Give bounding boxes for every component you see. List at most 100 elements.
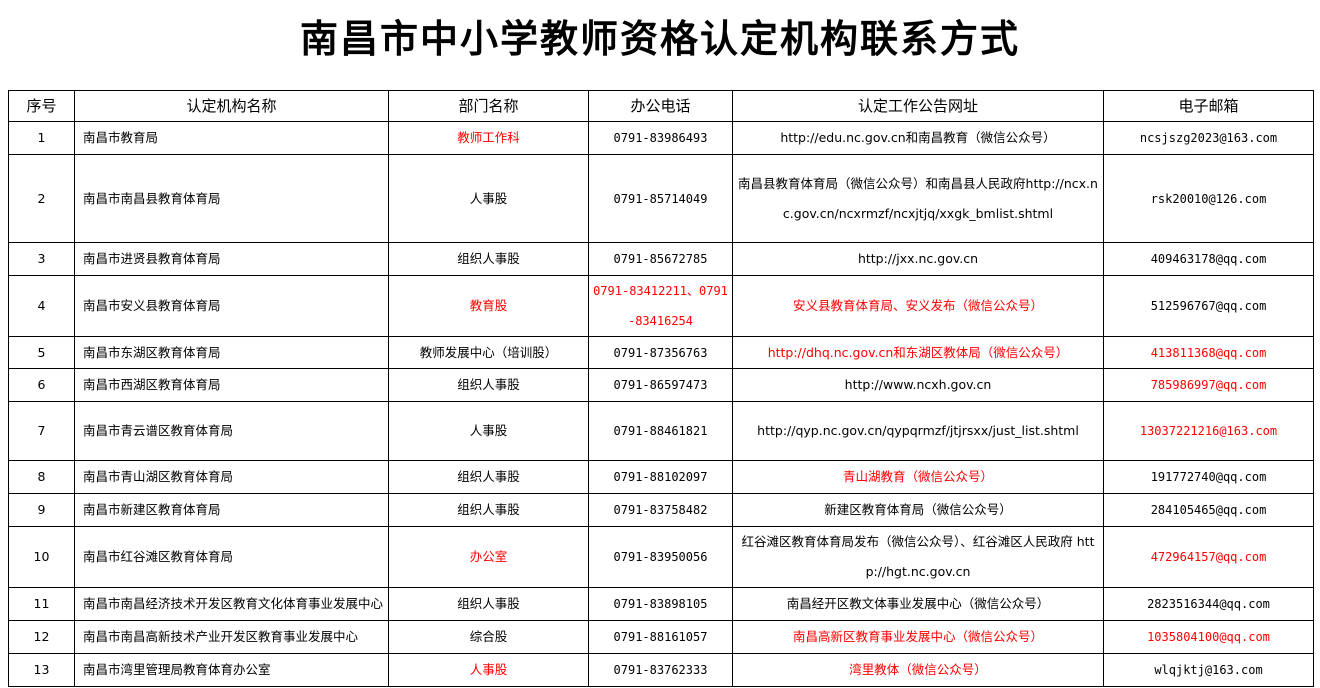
cell-url[interactable]: 南昌县教育体育局（微信公众号）和南昌县人民政府http://ncx.nc.gov… bbox=[732, 154, 1104, 243]
cell-phone: 0791-83762333 bbox=[588, 653, 733, 687]
cell-phone: 0791-86597473 bbox=[588, 368, 733, 402]
page-title: 南昌市中小学教师资格认定机构联系方式 bbox=[299, 16, 1020, 61]
cell-email: 191772740@qq.com bbox=[1103, 460, 1314, 494]
table-row: 11 南昌市南昌经济技术开发区教育文化体育事业发展中心 组织人事股 0791-8389… bbox=[8, 587, 1314, 621]
cell-dept: 组织人事股 bbox=[388, 242, 589, 276]
table-row: 4 南昌市安义县教育体育局 教育股 0791-83412211、0791-834162… bbox=[8, 275, 1314, 337]
cell-email: 2823516344@qq.com bbox=[1103, 587, 1314, 621]
cell-no: 6 bbox=[8, 368, 75, 402]
cell-dept: 组织人事股 bbox=[388, 493, 589, 527]
cell-url[interactable]: http://jxx.nc.gov.cn bbox=[732, 242, 1104, 276]
cell-phone: 0791-87356763 bbox=[588, 336, 733, 369]
cell-phone: 0791-88461821 bbox=[588, 401, 733, 461]
cell-url[interactable]: http://edu.nc.gov.cn和南昌教育（微信公众号） bbox=[732, 121, 1104, 155]
cell-email: 1035804100@qq.com bbox=[1103, 620, 1314, 654]
header-email: 电子邮箱 bbox=[1103, 90, 1314, 122]
table-row: 12 南昌市南昌高新技术产业开发区教育事业发展中心 综合股 0791-88161057… bbox=[8, 620, 1314, 654]
cell-no: 7 bbox=[8, 401, 75, 461]
cell-phone: 0791-85714049 bbox=[588, 154, 733, 243]
cell-email: 512596767@qq.com bbox=[1103, 275, 1314, 337]
table-row: 2 南昌市南昌县教育体育局 人事股 0791-85714049 南昌县教育体育局（微信公… bbox=[8, 154, 1314, 243]
header-url: 认定工作公告网址 bbox=[732, 90, 1104, 122]
cell-email: rsk20010@126.com bbox=[1103, 154, 1314, 243]
cell-url: 南昌高新区教育事业发展中心（微信公众号） bbox=[732, 620, 1104, 654]
cell-email: 472964157@qq.com bbox=[1103, 526, 1314, 588]
table-row: 1 南昌市教育局 教师工作科 0791-83986493 http://edu.nc.g… bbox=[8, 121, 1314, 155]
cell-url: 青山湖教育（微信公众号） bbox=[732, 460, 1104, 494]
table-row: 6 南昌市西湖区教育体育局 组织人事股 0791-86597473 http://www… bbox=[8, 368, 1314, 402]
cell-name: 南昌市东湖区教育体育局 bbox=[74, 336, 389, 369]
cell-no: 4 bbox=[8, 275, 75, 337]
header-row: 序号 认定机构名称 部门名称 办公电话 认定工作公告网址 电子邮箱 bbox=[8, 90, 1314, 122]
contact-table: 序号 认定机构名称 部门名称 办公电话 认定工作公告网址 电子邮箱 1 南昌市教育… bbox=[8, 90, 1314, 687]
table-row: 10 南昌市红谷滩区教育体育局 办公室 0791-83950056 红谷滩区教育体育局发… bbox=[8, 526, 1314, 588]
cell-dept: 组织人事股 bbox=[388, 460, 589, 494]
cell-url: 新建区教育体育局（微信公众号） bbox=[732, 493, 1104, 527]
table-row: 13 南昌市湾里管理局教育体育办公室 人事股 0791-83762333 湾里教体（微信… bbox=[8, 653, 1314, 687]
cell-phone: 0791-83898105 bbox=[588, 587, 733, 621]
cell-url[interactable]: http://www.ncxh.gov.cn bbox=[732, 368, 1104, 402]
cell-email: wlqjktj@163.com bbox=[1103, 653, 1314, 687]
cell-url[interactable]: 红谷滩区教育体育局发布（微信公众号）、红谷滩区人民政府 http://hgt.n… bbox=[732, 526, 1104, 588]
cell-url: 安义县教育体育局、安义发布（微信公众号） bbox=[732, 275, 1104, 337]
cell-no: 3 bbox=[8, 242, 75, 276]
cell-name: 南昌市新建区教育体育局 bbox=[74, 493, 389, 527]
cell-no: 1 bbox=[8, 121, 75, 155]
header-dept: 部门名称 bbox=[388, 90, 589, 122]
cell-email: 785986997@qq.com bbox=[1103, 368, 1314, 402]
header-phone: 办公电话 bbox=[588, 90, 733, 122]
cell-name: 南昌市青云谱区教育体育局 bbox=[74, 401, 389, 461]
cell-email: 13037221216@163.com bbox=[1103, 401, 1314, 461]
cell-url: 南昌经开区教文体事业发展中心（微信公众号） bbox=[732, 587, 1104, 621]
table-row: 3 南昌市进贤县教育体育局 组织人事股 0791-85672785 http://jxx… bbox=[8, 242, 1314, 276]
cell-name: 南昌市安义县教育体育局 bbox=[74, 275, 389, 337]
header-name: 认定机构名称 bbox=[74, 90, 389, 122]
table-row: 7 南昌市青云谱区教育体育局 人事股 0791-88461821 http://qyp.… bbox=[8, 401, 1314, 461]
cell-no: 11 bbox=[8, 587, 75, 621]
cell-phone: 0791-83412211、0791-83416254 bbox=[588, 275, 733, 337]
cell-dept: 教师发展中心（培训股） bbox=[388, 336, 589, 369]
cell-no: 2 bbox=[8, 154, 75, 243]
cell-dept: 综合股 bbox=[388, 620, 589, 654]
cell-no: 10 bbox=[8, 526, 75, 588]
cell-name: 南昌市南昌经济技术开发区教育文化体育事业发展中心 bbox=[74, 587, 389, 621]
cell-name: 南昌市南昌高新技术产业开发区教育事业发展中心 bbox=[74, 620, 389, 654]
header-no: 序号 bbox=[8, 90, 75, 122]
cell-name: 南昌市青山湖区教育体育局 bbox=[74, 460, 389, 494]
cell-url: 湾里教体（微信公众号） bbox=[732, 653, 1104, 687]
table-row: 5 南昌市东湖区教育体育局 教师发展中心（培训股） 0791-87356763 http… bbox=[8, 336, 1314, 369]
cell-url[interactable]: http://dhq.nc.gov.cn和东湖区教体局（微信公众号） bbox=[732, 336, 1104, 369]
cell-dept: 人事股 bbox=[388, 154, 589, 243]
cell-no: 9 bbox=[8, 493, 75, 527]
cell-name: 南昌市红谷滩区教育体育局 bbox=[74, 526, 389, 588]
cell-email: 409463178@qq.com bbox=[1103, 242, 1314, 276]
cell-dept: 组织人事股 bbox=[388, 587, 589, 621]
cell-name: 南昌市湾里管理局教育体育办公室 bbox=[74, 653, 389, 687]
table-row: 8 南昌市青山湖区教育体育局 组织人事股 0791-88102097 青山湖教育（微信公… bbox=[8, 460, 1314, 494]
cell-name: 南昌市西湖区教育体育局 bbox=[74, 368, 389, 402]
cell-phone: 0791-83986493 bbox=[588, 121, 733, 155]
cell-email: 413811368@qq.com bbox=[1103, 336, 1314, 369]
cell-phone: 0791-83950056 bbox=[588, 526, 733, 588]
cell-dept: 人事股 bbox=[388, 401, 589, 461]
cell-phone: 0791-88161057 bbox=[588, 620, 733, 654]
cell-no: 5 bbox=[8, 336, 75, 369]
cell-no: 12 bbox=[8, 620, 75, 654]
cell-phone: 0791-83758482 bbox=[588, 493, 733, 527]
cell-phone: 0791-88102097 bbox=[588, 460, 733, 494]
cell-name: 南昌市进贤县教育体育局 bbox=[74, 242, 389, 276]
cell-name: 南昌市南昌县教育体育局 bbox=[74, 154, 389, 243]
cell-no: 8 bbox=[8, 460, 75, 494]
cell-dept: 组织人事股 bbox=[388, 368, 589, 402]
table-row: 9 南昌市新建区教育体育局 组织人事股 0791-83758482 新建区教育体育局（微… bbox=[8, 493, 1314, 527]
cell-no: 13 bbox=[8, 653, 75, 687]
cell-email: ncsjszg2023@163.com bbox=[1103, 121, 1314, 155]
cell-dept: 人事股 bbox=[388, 653, 589, 687]
cell-email: 284105465@qq.com bbox=[1103, 493, 1314, 527]
cell-phone: 0791-85672785 bbox=[588, 242, 733, 276]
cell-dept: 教师工作科 bbox=[388, 121, 589, 155]
cell-dept: 教育股 bbox=[388, 275, 589, 337]
cell-name: 南昌市教育局 bbox=[74, 121, 389, 155]
cell-dept: 办公室 bbox=[388, 526, 589, 588]
cell-url[interactable]: http://qyp.nc.gov.cn/qypqrmzf/jtjrsxx/ju… bbox=[732, 401, 1104, 461]
